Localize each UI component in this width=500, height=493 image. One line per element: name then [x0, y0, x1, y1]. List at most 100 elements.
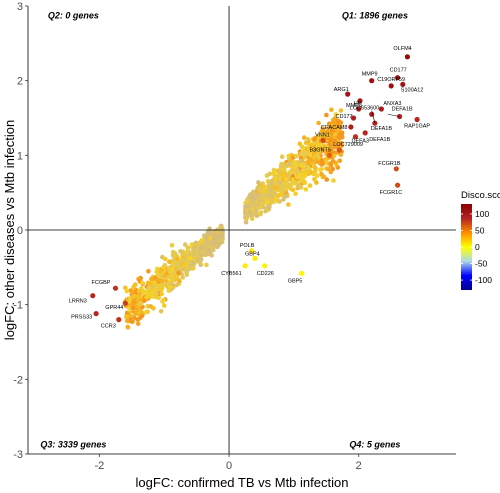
gene-label: FCGR1C [380, 190, 403, 196]
data-point [177, 278, 182, 284]
data-point [158, 269, 163, 274]
data-point [170, 261, 176, 267]
data-point [145, 280, 151, 286]
legend-colorbar [461, 204, 472, 290]
quadrant-label-q3: Q3: 3339 genes [40, 439, 106, 449]
gene-label: LRRN3 [69, 299, 87, 305]
leader-line [371, 110, 376, 124]
data-point [138, 308, 143, 313]
data-point [146, 285, 152, 291]
data-point-cyb561 [242, 263, 248, 269]
data-point [218, 237, 223, 242]
data-point [328, 147, 334, 153]
x-tick-label: 2 [356, 460, 362, 472]
data-point [271, 190, 277, 195]
data-point [298, 178, 304, 183]
data-point [314, 180, 319, 185]
legend-tick-label: 0 [475, 242, 480, 252]
y-tick-label: 2 [17, 76, 23, 88]
quadrant-labels: Q1: 1896 genes Q2: 0 genes Q3: 3339 genes Q… [40, 11, 408, 450]
data-point-cd226 [262, 263, 268, 269]
data-point [282, 163, 288, 169]
legend-tick-label: -100 [475, 275, 492, 285]
legend: Disco.score 100 50 0 -50 -100 [461, 190, 500, 290]
x-tick-label: 0 [226, 460, 232, 472]
gene-label: LOC729009 [333, 142, 363, 148]
data-point [128, 288, 134, 293]
data-point-c19orf59 [388, 83, 394, 89]
reference-lines [28, 6, 456, 454]
gene-label: ARG1 [334, 87, 349, 93]
data-point [295, 169, 301, 174]
data-point [269, 197, 275, 203]
data-point [302, 171, 307, 177]
data-point [198, 252, 204, 257]
data-point [202, 233, 207, 238]
data-point [326, 133, 331, 139]
data-point [298, 185, 304, 190]
data-point [335, 138, 341, 144]
data-point-loc729009 [336, 147, 342, 153]
data-point-ceacam8 [348, 124, 354, 130]
data-point [153, 286, 159, 292]
data-point-fcgbp [112, 285, 119, 291]
data-point [283, 176, 289, 182]
gene-label: DEFA1B [392, 107, 413, 113]
data-point [271, 170, 277, 175]
data-point [211, 242, 216, 248]
data-point [249, 200, 255, 205]
data-point [190, 260, 196, 266]
data-point [272, 177, 278, 183]
data-point [243, 214, 249, 219]
data-point [294, 175, 300, 180]
data-point [299, 163, 305, 168]
data-point [125, 324, 130, 330]
data-point [154, 269, 160, 275]
data-point [324, 177, 330, 182]
quadrant-label-q2: Q2: 0 genes [48, 11, 99, 21]
data-point-defa3 [352, 134, 359, 140]
data-point [337, 135, 343, 140]
data-point [267, 171, 273, 177]
data-point [174, 256, 180, 262]
data-point [145, 289, 151, 295]
data-point [335, 120, 341, 125]
data-point [124, 318, 130, 324]
data-point-cd177 [350, 115, 357, 121]
data-point-gpr44 [122, 300, 128, 306]
data-point [150, 294, 155, 299]
data-point [134, 311, 139, 316]
data-point [199, 245, 204, 250]
data-point [308, 157, 314, 163]
data-point [335, 126, 340, 132]
data-point-mmp8 [357, 98, 363, 104]
gene-label: POLB [240, 243, 255, 249]
data-point [170, 267, 175, 272]
y-tick-label: -3 [13, 449, 23, 461]
data-point [322, 148, 327, 153]
gene-label: LOC653600 [350, 105, 380, 111]
data-point [170, 253, 176, 258]
data-point [251, 189, 256, 195]
data-point [293, 153, 299, 159]
data-point-gbp5 [299, 270, 305, 276]
data-point [312, 137, 317, 142]
data-point [136, 289, 142, 294]
gene-label: MMP8 [346, 103, 362, 109]
data-point [170, 277, 176, 282]
data-point [162, 263, 168, 268]
gene-label: CD177 [390, 68, 407, 74]
data-point [245, 203, 250, 209]
data-point [249, 216, 255, 222]
data-point [301, 135, 307, 140]
data-point [208, 235, 213, 241]
data-point [312, 177, 317, 182]
gene-label: GBP5 [288, 278, 303, 284]
quadrant-label-q1: Q1: 1896 genes [342, 11, 408, 21]
data-point-lrrn3 [90, 293, 96, 299]
axes: -3 -2 -1 0 1 2 3 -2 0 2 logFC: confirmed TB vs Mtb… [2, 1, 456, 490]
data-point [290, 187, 296, 193]
data-point-cd177 [395, 75, 401, 81]
data-point [188, 255, 193, 261]
